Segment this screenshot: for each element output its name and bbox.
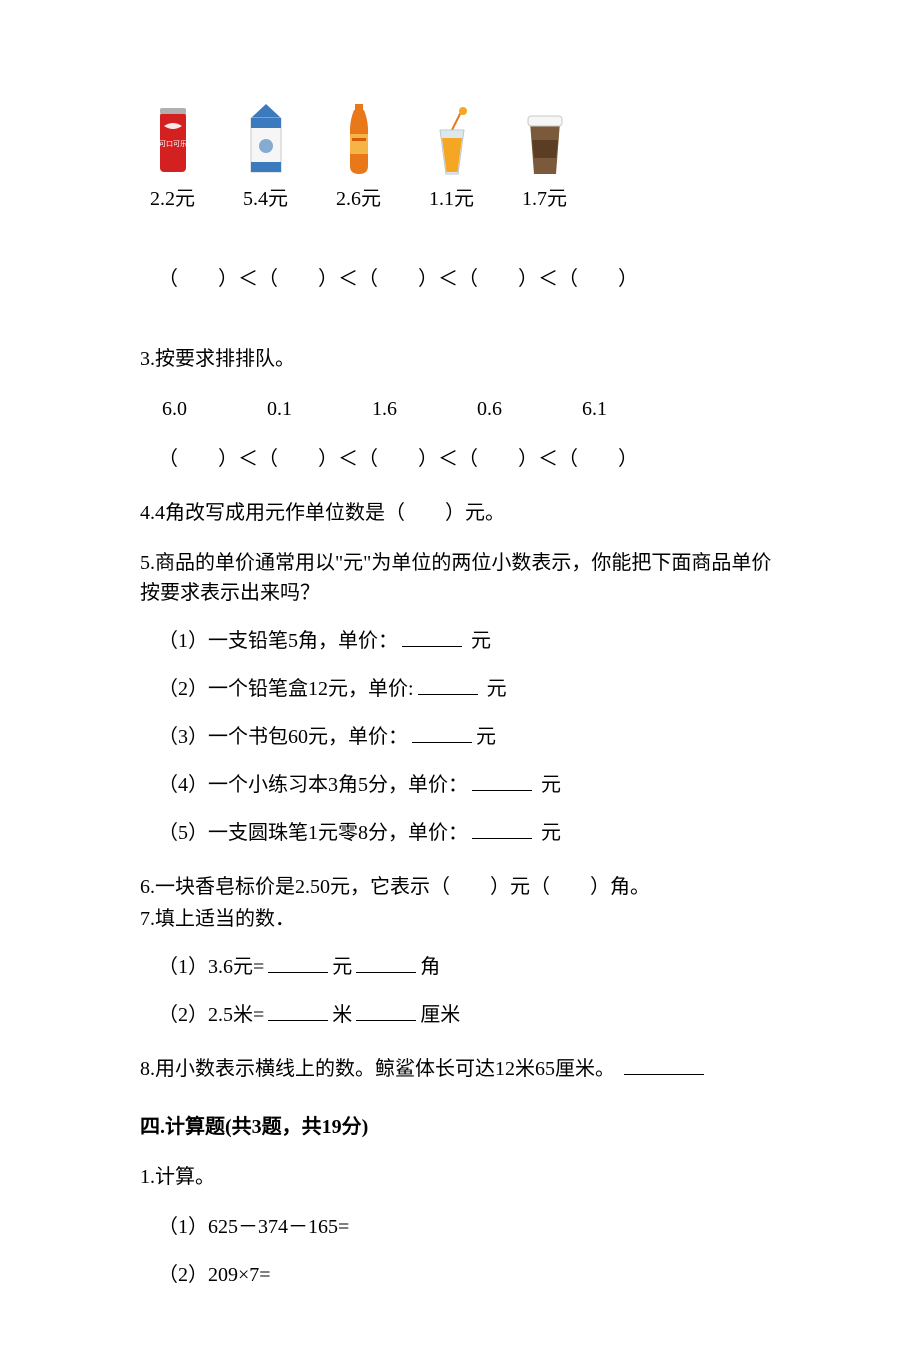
number: 0.6	[477, 394, 502, 424]
price-label: 1.1元	[429, 184, 474, 214]
product-coffee: 1.7元	[522, 100, 567, 214]
suffix: 元	[476, 726, 496, 748]
milk-icon	[245, 100, 287, 178]
price-label: 5.4元	[243, 184, 288, 214]
number: 0.1	[267, 394, 292, 424]
blank	[356, 953, 416, 973]
suffix: 元	[536, 822, 561, 844]
product-row: 可口可乐 2.2元 5.4元 2.6元	[140, 100, 780, 214]
s4-item-1: （1）625－374－165=	[140, 1212, 780, 1242]
unit: 厘米	[420, 1004, 460, 1026]
cola-icon: 可口可乐	[154, 100, 192, 178]
section-4-q1: 1.计算。 （1）625－374－165= （2）209×7=	[140, 1162, 780, 1290]
q5-item-2: （2）一个铅笔盒12元，单价: 元	[140, 674, 780, 704]
unit: 米	[332, 1004, 352, 1026]
prefix: （4）一个小练习本3角5分，单价：	[158, 774, 468, 796]
prefix: （1）3.6元=	[158, 956, 264, 978]
question-7: 7.填上适当的数． （1）3.6元= 元 角 （2）2.5米= 米 厘米	[140, 904, 780, 1030]
blank	[472, 771, 532, 791]
section-4-title: 四.计算题(共3题，共19分)	[140, 1112, 780, 1142]
s4-item-2: （2）209×7=	[140, 1260, 780, 1290]
number: 1.6	[372, 394, 397, 424]
question-4: 4.4角改写成用元作单位数是（ ）元。	[140, 498, 780, 528]
q5-item-5: （5）一支圆珠笔1元零8分，单价： 元	[140, 818, 780, 848]
number: 6.1	[582, 394, 607, 424]
q3-title: 3.按要求排排队。	[140, 344, 780, 374]
q5-item-4: （4）一个小练习本3角5分，单价： 元	[140, 770, 780, 800]
s4-q1-title: 1.计算。	[140, 1162, 780, 1192]
product-soda: 2.6元	[336, 100, 381, 214]
question-8: 8.用小数表示横线上的数。鲸鲨体长可达12米65厘米。	[140, 1054, 780, 1084]
price-label: 2.6元	[336, 184, 381, 214]
question-5: 5.商品的单价通常用以"元"为单位的两位小数表示，你能把下面商品单价按要求表示出…	[140, 548, 780, 848]
juice-icon	[432, 100, 472, 178]
product-juice: 1.1元	[429, 100, 474, 214]
q8-prefix: 8.用小数表示横线上的数。鲸鲨体长可达12米65厘米。	[140, 1058, 620, 1080]
blank	[268, 953, 328, 973]
number: 6.0	[162, 394, 187, 424]
q7-item-2: （2）2.5米= 米 厘米	[140, 1000, 780, 1030]
svg-text:可口可乐: 可口可乐	[159, 139, 187, 148]
q5-title: 5.商品的单价通常用以"元"为单位的两位小数表示，你能把下面商品单价按要求表示出…	[140, 548, 780, 608]
suffix: 元	[482, 678, 507, 700]
prefix: （3）一个书包60元，单价：	[158, 726, 408, 748]
suffix: 元	[466, 630, 491, 652]
blank	[402, 627, 462, 647]
q7-item-1: （1）3.6元= 元 角	[140, 952, 780, 982]
blank	[412, 723, 472, 743]
price-label: 2.2元	[150, 184, 195, 214]
q5-item-3: （3）一个书包60元，单价： 元	[140, 722, 780, 752]
blank	[418, 675, 478, 695]
unit: 角	[420, 956, 440, 978]
product-milk: 5.4元	[243, 100, 288, 214]
blank	[472, 819, 532, 839]
blank	[624, 1055, 704, 1075]
prefix: （5）一支圆珠笔1元零8分，单价：	[158, 822, 468, 844]
unit: 元	[332, 956, 352, 978]
suffix: 元	[536, 774, 561, 796]
blank	[356, 1001, 416, 1021]
q5-item-1: （1）一支铅笔5角，单价： 元	[140, 626, 780, 656]
question-6: 6.一块香皂标价是2.50元，它表示（ ）元（ ）角。	[140, 872, 780, 902]
soda-icon	[344, 100, 374, 178]
q3-compare: （ ）＜（ ）＜（ ）＜（ ）＜（ ）	[140, 444, 780, 474]
prefix: （2）一个铅笔盒12元，单价:	[158, 678, 414, 700]
prefix: （1）一支铅笔5角，单价：	[158, 630, 398, 652]
product-cola: 可口可乐 2.2元	[150, 100, 195, 214]
prefix: （2）2.5米=	[158, 1004, 264, 1026]
compare-blanks: （ ）＜（ ）＜（ ）＜（ ）＜（ ）	[140, 264, 780, 294]
q3-numbers: 6.0 0.1 1.6 0.6 6.1	[140, 394, 780, 424]
price-label: 1.7元	[522, 184, 567, 214]
blank	[268, 1001, 328, 1021]
question-3: 3.按要求排排队。 6.0 0.1 1.6 0.6 6.1 （ ）＜（ ）＜（ …	[140, 344, 780, 474]
coffee-icon	[524, 100, 566, 178]
q7-title: 7.填上适当的数．	[140, 904, 780, 934]
